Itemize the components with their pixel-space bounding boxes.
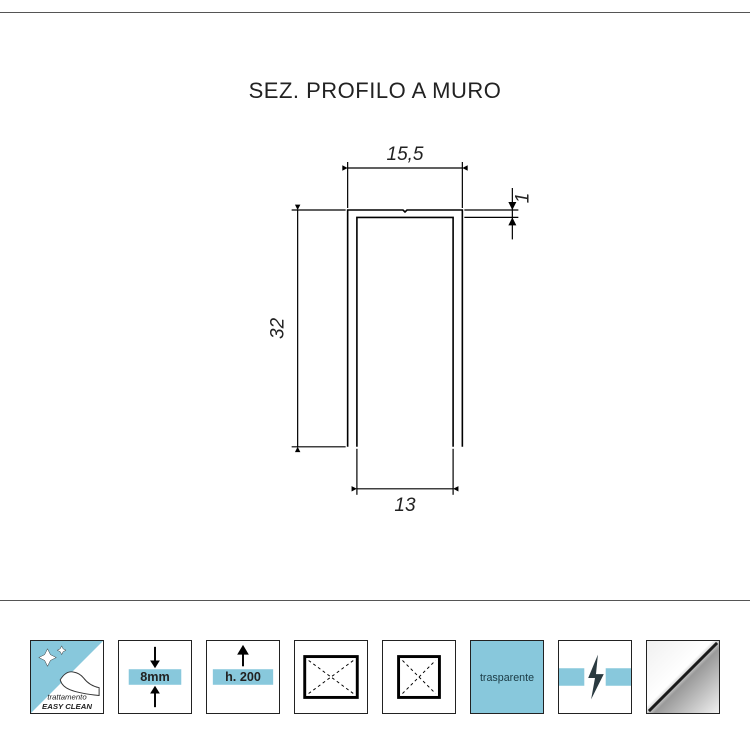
feature-icon-easyclean: trattamentoEASY CLEAN bbox=[30, 640, 104, 714]
bottom-rule bbox=[0, 600, 750, 601]
svg-text:h. 200: h. 200 bbox=[225, 670, 261, 684]
svg-text:13: 13 bbox=[394, 495, 416, 516]
feature-icon-trasparente: trasparente bbox=[470, 640, 544, 714]
svg-text:8mm: 8mm bbox=[140, 670, 169, 684]
profile-diagram: 15,5 1 32 13 bbox=[145, 120, 605, 580]
feature-icon-chrome bbox=[646, 640, 720, 714]
svg-text:EASY CLEAN: EASY CLEAN bbox=[42, 702, 92, 711]
svg-text:trasparente: trasparente bbox=[480, 672, 534, 684]
top-rule bbox=[0, 12, 750, 13]
diagram-area: 15,5 1 32 13 bbox=[0, 120, 750, 580]
svg-text:32: 32 bbox=[268, 317, 289, 339]
page-title: SEZ. PROFILO A MURO bbox=[0, 78, 750, 104]
svg-text:1: 1 bbox=[512, 193, 533, 204]
feature-icon-height: h. 200 bbox=[206, 640, 280, 714]
icons-row: trattamentoEASY CLEAN 8mm h. 200 trasparent… bbox=[0, 640, 750, 714]
svg-text:15,5: 15,5 bbox=[387, 144, 424, 165]
feature-icon-bolt bbox=[558, 640, 632, 714]
feature-icon-thickness: 8mm bbox=[118, 640, 192, 714]
feature-icon-square_diag bbox=[382, 640, 456, 714]
svg-text:trattamento: trattamento bbox=[47, 692, 87, 701]
feature-icon-rect_diag bbox=[294, 640, 368, 714]
